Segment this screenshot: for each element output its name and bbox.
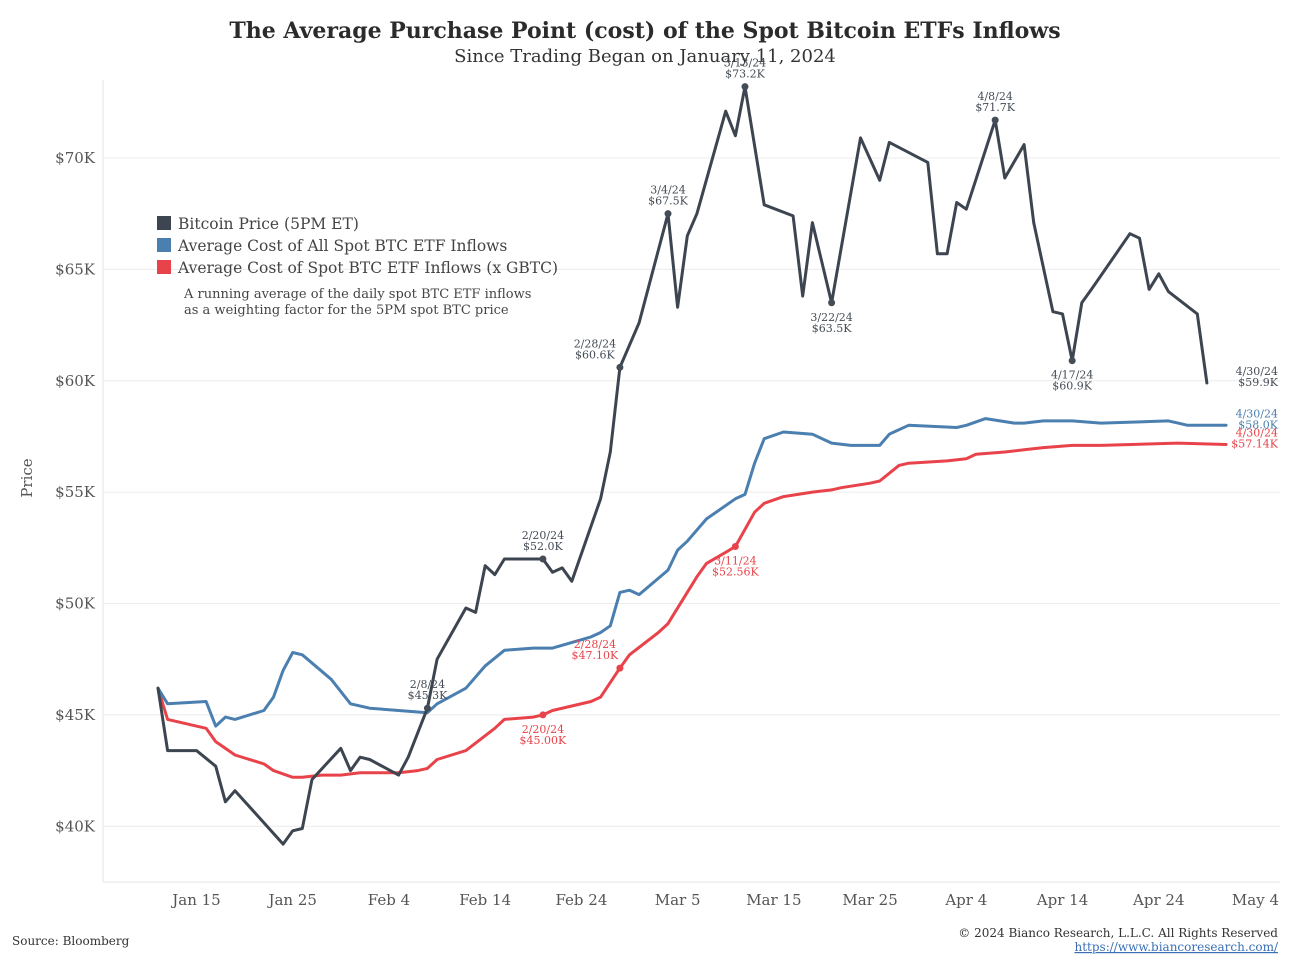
legend-swatch-ex-gbtc xyxy=(157,260,171,274)
annotation-value: $59.9K xyxy=(1238,376,1278,389)
annotation-value: $45.00K xyxy=(520,734,567,747)
annotation-markers xyxy=(423,83,1076,719)
annotation-marker xyxy=(828,299,836,307)
y-tick-label: $60K xyxy=(55,372,96,390)
annotation-value: $52.0K xyxy=(523,540,563,553)
legend-note-line-1: A running average of the daily spot BTC … xyxy=(183,287,531,302)
annotation-date: 3/13/24 xyxy=(724,57,766,70)
grid xyxy=(102,80,1280,883)
annotation-marker xyxy=(731,542,739,550)
legend: Bitcoin Price (5PM ET) Average Cost of A… xyxy=(157,215,558,318)
bitcoin-price-line xyxy=(156,85,1209,846)
annotation-value: $45.3K xyxy=(408,689,448,702)
annotation-value: $47.10K xyxy=(572,649,619,662)
annotation-value: $60.6K xyxy=(575,348,615,361)
x-tick-label: Apr 24 xyxy=(1132,891,1184,909)
annotation-marker xyxy=(423,704,431,712)
y-tick-label: $55K xyxy=(55,483,96,501)
y-axis: $40K $45K $50K $55K $60K $65K $70K xyxy=(55,149,96,835)
x-tick-label: Jan 25 xyxy=(266,891,316,909)
y-axis-label: Price xyxy=(18,458,36,497)
series-lines xyxy=(156,85,1228,846)
y-tick-label: $65K xyxy=(55,260,96,278)
annotation-date: 4/17/24 xyxy=(1051,369,1093,382)
x-tick-label: Feb 14 xyxy=(459,891,511,909)
x-tick-label: Jan 15 xyxy=(170,891,220,909)
y-tick-label: $50K xyxy=(55,595,96,613)
chart-title: The Average Purchase Point (cost) of the… xyxy=(229,18,1060,44)
annotation-marker xyxy=(539,711,547,719)
annotation-marker xyxy=(539,555,547,563)
annotation-value: $57.14K xyxy=(1231,437,1278,450)
annotation-marker xyxy=(616,664,624,672)
annotation-value: $67.5K xyxy=(648,195,688,208)
x-axis: Jan 15 Jan 25 Feb 4 Feb 14 Feb 24 Mar 5 Mar 15… xyxy=(170,891,1279,909)
legend-swatch-bitcoin xyxy=(157,216,171,230)
annotation-value: $60.9K xyxy=(1052,380,1092,393)
legend-note-line-2: as a weighting factor for the 5PM spot B… xyxy=(184,303,509,318)
annotation-date: 4/30/24 xyxy=(1236,407,1278,420)
ex-gbtc-cost-line xyxy=(156,441,1228,779)
legend-label-all-etf: Average Cost of All Spot BTC ETF Inflows xyxy=(177,237,507,255)
annotation-marker xyxy=(664,210,672,218)
annotation-marker xyxy=(741,83,749,91)
y-tick-label: $40K xyxy=(55,817,96,835)
source-note: Source: Bloomberg xyxy=(12,934,130,948)
annotation-marker xyxy=(991,116,999,124)
annotations: 2/8/24$45.3K2/20/24$52.0K2/28/24$60.6K3/… xyxy=(408,57,1279,747)
x-tick-label: May 4 xyxy=(1232,891,1279,909)
all-etf-cost-line xyxy=(156,417,1228,728)
annotation-date: 3/11/24 xyxy=(714,554,756,567)
annotation-date: 2/20/24 xyxy=(522,529,564,542)
annotation-date: 2/28/24 xyxy=(574,638,616,651)
x-tick-label: Mar 25 xyxy=(842,891,897,909)
annotation-value: $71.7K xyxy=(975,101,1015,114)
website-link[interactable]: https://www.biancoresearch.com/ xyxy=(1074,940,1278,954)
annotation-date: 3/4/24 xyxy=(650,184,685,197)
annotation-date: 4/8/24 xyxy=(977,90,1012,103)
x-tick-label: Apr 4 xyxy=(944,891,987,909)
x-tick-label: Feb 24 xyxy=(555,891,607,909)
annotation-value: $52.56K xyxy=(712,565,759,578)
annotation-date: 4/30/24 xyxy=(1236,365,1278,378)
annotation-value: $73.2K xyxy=(725,68,765,81)
x-tick-label: Mar 15 xyxy=(746,891,801,909)
legend-label-bitcoin: Bitcoin Price (5PM ET) xyxy=(178,215,359,233)
annotation-date: 2/8/24 xyxy=(410,678,445,691)
annotation-date: 2/20/24 xyxy=(522,723,564,736)
x-tick-label: Mar 5 xyxy=(655,891,701,909)
x-tick-label: Apr 14 xyxy=(1036,891,1088,909)
annotation-marker xyxy=(1068,357,1076,365)
annotation-date: 4/30/24 xyxy=(1236,426,1278,439)
annotation-marker xyxy=(616,363,624,371)
annotation-value: $63.5K xyxy=(812,322,852,335)
legend-label-ex-gbtc: Average Cost of Spot BTC ETF Inflows (x … xyxy=(177,259,558,277)
x-tick-label: Feb 4 xyxy=(368,891,410,909)
y-tick-label: $70K xyxy=(55,149,96,167)
annotation-date: 3/22/24 xyxy=(810,311,852,324)
copyright-note: © 2024 Bianco Research, L.L.C. All Right… xyxy=(958,926,1278,940)
annotation-date: 2/28/24 xyxy=(574,337,616,350)
legend-swatch-all-etf xyxy=(157,238,171,252)
y-tick-label: $45K xyxy=(55,706,96,724)
annotation-value: $58.0K xyxy=(1238,418,1278,431)
chart-subtitle: Since Trading Began on January 11, 2024 xyxy=(454,46,836,67)
